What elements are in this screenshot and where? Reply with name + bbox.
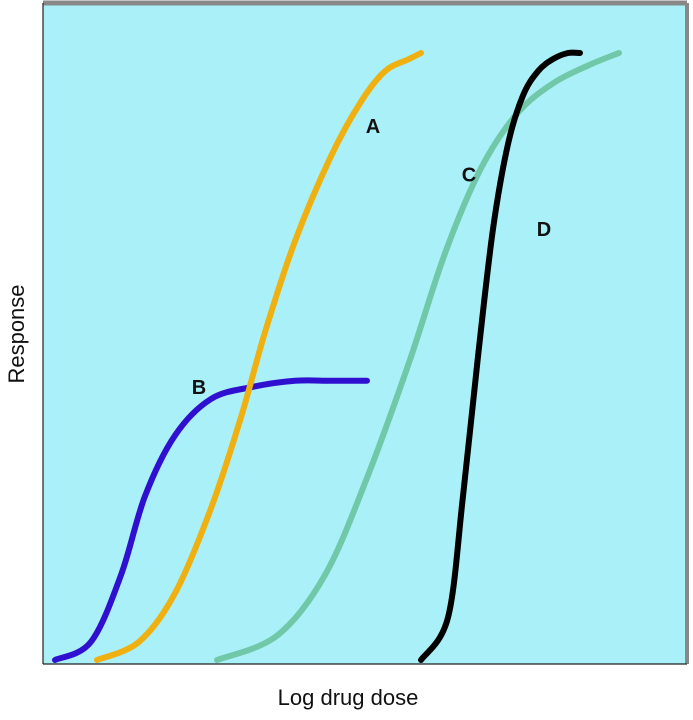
series-group (52, 49, 622, 663)
curve-label-a: A (366, 116, 380, 138)
x-axis-label: Log drug dose (278, 685, 419, 710)
curve-label-b: B (192, 377, 206, 399)
curve-c (214, 50, 622, 663)
curve-b (52, 377, 370, 663)
curve-d (418, 49, 583, 663)
plot-area (43, 3, 687, 664)
curve-label-d: D (537, 219, 551, 241)
curve-a (94, 50, 424, 663)
y-axis-label: Response (4, 284, 29, 383)
curve-label-c: C (462, 164, 476, 186)
curve-labels: A B C D (192, 116, 551, 399)
